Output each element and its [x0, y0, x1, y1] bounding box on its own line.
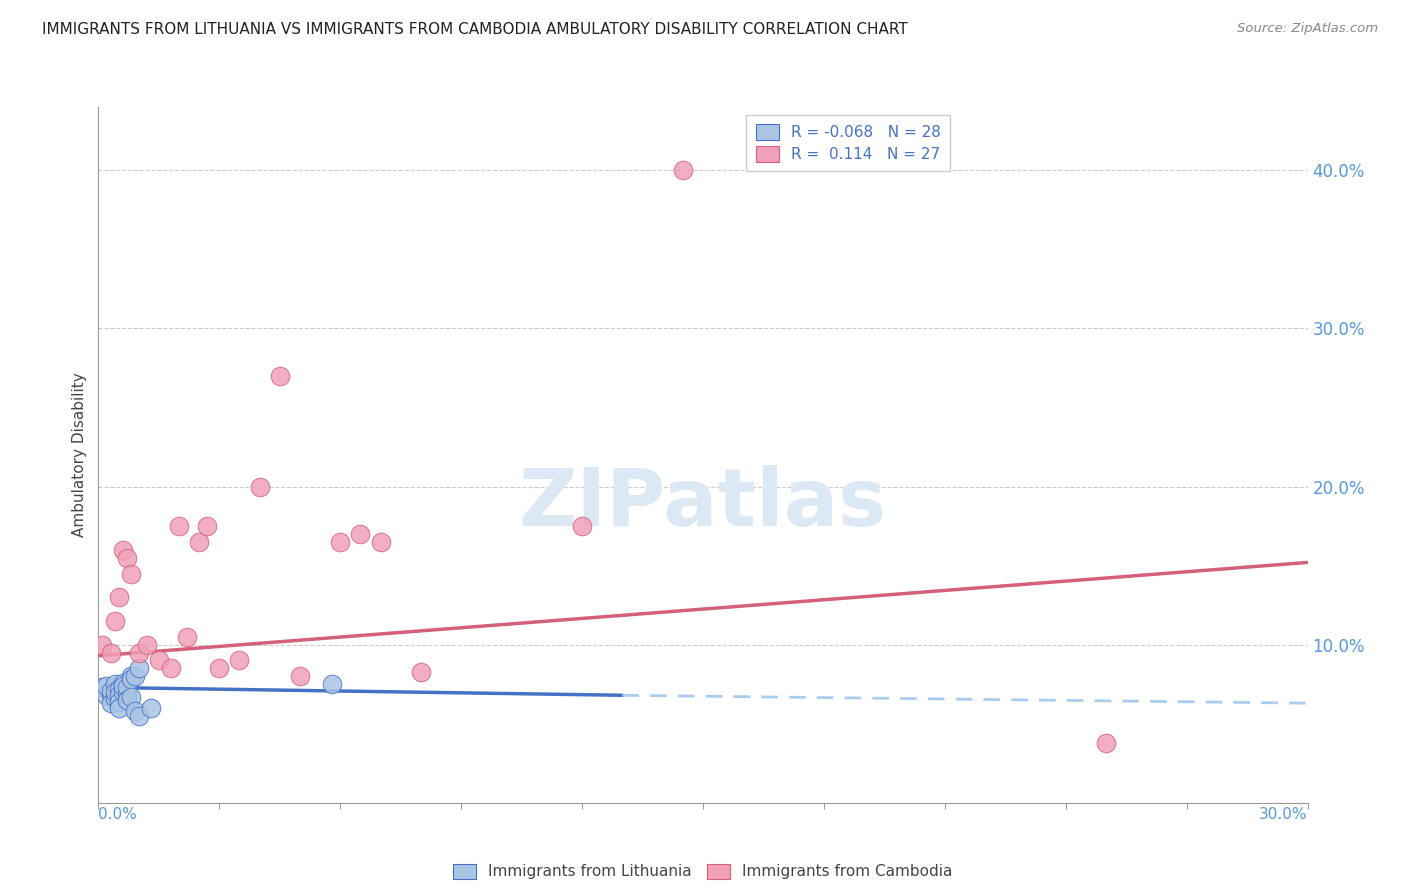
- Point: [128, 646, 150, 660]
- Point: [100, 646, 122, 660]
- Point: [103, 685, 125, 699]
- Text: 30.0%: 30.0%: [1260, 807, 1308, 822]
- Point: [124, 704, 146, 718]
- Point: [128, 661, 150, 675]
- Point: [91, 638, 114, 652]
- Point: [228, 653, 250, 667]
- Point: [115, 687, 138, 701]
- Point: [96, 679, 118, 693]
- Point: [111, 679, 134, 693]
- Text: ZIPatlas: ZIPatlas: [519, 465, 887, 542]
- Text: IMMIGRANTS FROM LITHUANIA VS IMMIGRANTS FROM CAMBODIA AMBULATORY DISABILITY CORR: IMMIGRANTS FROM LITHUANIA VS IMMIGRANTS …: [42, 22, 908, 37]
- Point: [288, 669, 311, 683]
- Point: [249, 479, 271, 493]
- Point: [100, 696, 122, 710]
- Point: [107, 591, 129, 605]
- Point: [111, 675, 134, 690]
- Point: [160, 661, 183, 675]
- Point: [103, 677, 125, 691]
- Point: [349, 527, 371, 541]
- Point: [167, 519, 190, 533]
- Point: [107, 681, 129, 696]
- Point: [176, 630, 198, 644]
- Point: [124, 669, 146, 683]
- Point: [100, 687, 122, 701]
- Point: [103, 614, 125, 628]
- Text: Source: ZipAtlas.com: Source: ZipAtlas.com: [1237, 22, 1378, 36]
- Y-axis label: Ambulatory Disability: Ambulatory Disability: [72, 373, 87, 537]
- Point: [135, 638, 157, 652]
- Point: [115, 693, 138, 707]
- Point: [1095, 736, 1118, 750]
- Point: [321, 677, 343, 691]
- Point: [148, 653, 170, 667]
- Point: [672, 163, 695, 178]
- Point: [111, 685, 134, 699]
- Point: [107, 701, 129, 715]
- Point: [139, 701, 162, 715]
- Point: [269, 368, 291, 383]
- Point: [188, 534, 211, 549]
- Point: [120, 690, 142, 704]
- Point: [96, 688, 118, 702]
- Point: [120, 669, 142, 683]
- Legend: Immigrants from Lithuania, Immigrants from Cambodia: Immigrants from Lithuania, Immigrants fr…: [447, 857, 959, 886]
- Point: [409, 665, 432, 679]
- Point: [115, 550, 138, 565]
- Point: [571, 519, 593, 533]
- Point: [103, 691, 125, 706]
- Point: [91, 681, 114, 695]
- Point: [195, 519, 218, 533]
- Point: [370, 534, 392, 549]
- Point: [128, 708, 150, 723]
- Point: [329, 534, 352, 549]
- Text: 0.0%: 0.0%: [98, 807, 138, 822]
- Point: [115, 681, 138, 695]
- Point: [107, 695, 129, 709]
- Point: [208, 661, 231, 675]
- Point: [120, 673, 142, 687]
- Point: [111, 542, 134, 557]
- Point: [107, 688, 129, 702]
- Point: [120, 566, 142, 581]
- Point: [100, 683, 122, 698]
